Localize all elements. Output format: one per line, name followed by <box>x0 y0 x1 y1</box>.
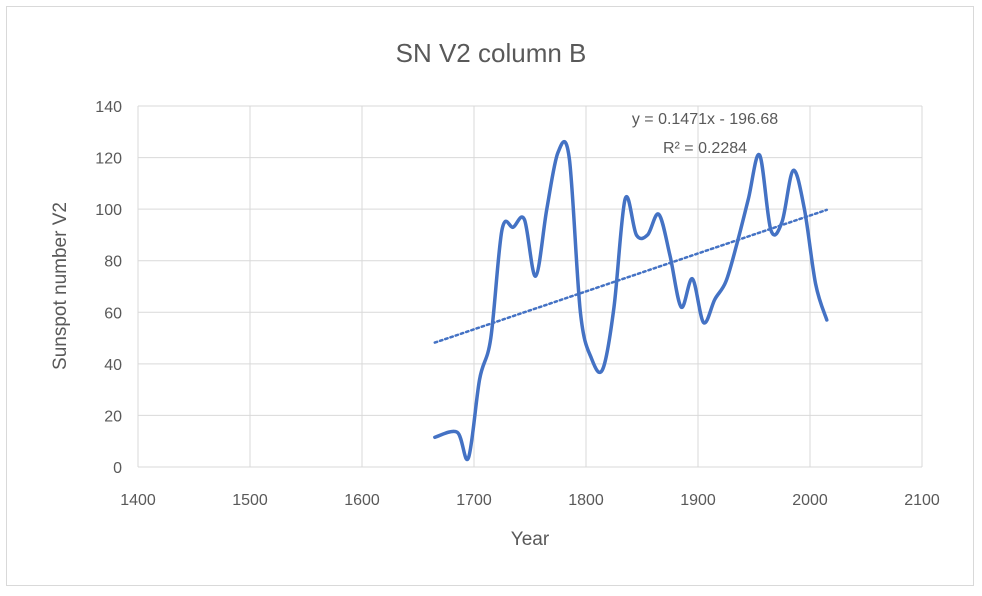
x-tick-label: 1400 <box>120 492 156 509</box>
y-tick-label: 40 <box>104 357 122 374</box>
y-axis-title: Sunspot number V2 <box>50 202 71 370</box>
x-tick-label: 2000 <box>792 492 828 509</box>
y-axis-ticks: 0 20 40 60 80 100 120 140 <box>95 99 122 477</box>
x-axis-title: Year <box>511 529 550 550</box>
series-line <box>433 140 829 462</box>
trendline-equation: y = 0.1471x - 196.68 <box>632 111 778 128</box>
x-tick-label: 1900 <box>680 492 716 509</box>
y-tick-label: 20 <box>104 408 122 425</box>
chart-frame <box>6 6 974 586</box>
y-tick-label: 140 <box>95 99 122 116</box>
y-tick-label: 60 <box>104 305 122 322</box>
x-tick-label: 1600 <box>344 492 380 509</box>
y-tick-label: 80 <box>104 254 122 271</box>
y-tick-label: 120 <box>95 151 122 168</box>
trendline <box>433 208 829 344</box>
x-tick-label: 2100 <box>904 492 940 509</box>
trendline-r2: R² = 0.2284 <box>663 140 747 157</box>
x-axis-ticks: 1400 1500 1600 1700 1800 1900 2000 2100 <box>120 492 940 509</box>
x-tick-label: 1800 <box>568 492 604 509</box>
x-tick-label: 1700 <box>456 492 492 509</box>
chart-title: SN V2 column B <box>396 38 587 68</box>
y-tick-label: 0 <box>113 460 122 477</box>
gridlines <box>137 105 923 468</box>
x-tick-label: 1500 <box>232 492 268 509</box>
y-tick-label: 100 <box>95 202 122 219</box>
